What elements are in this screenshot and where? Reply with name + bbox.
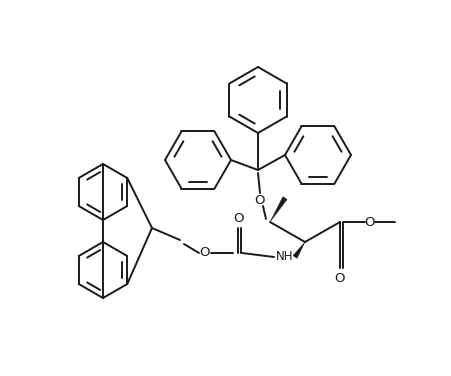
Text: O: O xyxy=(233,211,244,224)
Text: NH: NH xyxy=(276,250,293,264)
Polygon shape xyxy=(269,197,286,222)
Text: O: O xyxy=(334,271,345,285)
Polygon shape xyxy=(292,242,304,258)
Text: O: O xyxy=(364,215,374,229)
Text: O: O xyxy=(199,247,210,259)
Text: O: O xyxy=(254,194,265,206)
